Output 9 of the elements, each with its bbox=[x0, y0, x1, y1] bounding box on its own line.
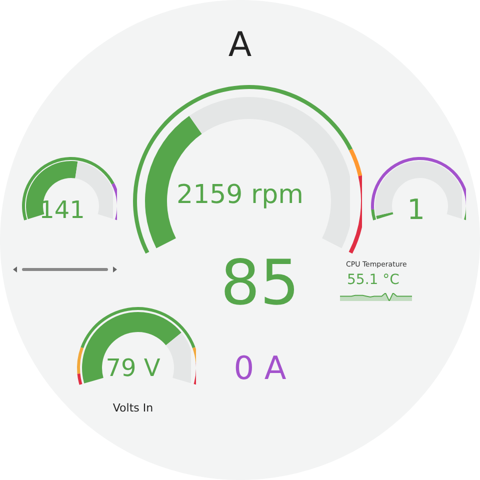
text: 85 bbox=[220, 246, 300, 319]
text: 2159 rpm bbox=[176, 180, 304, 210]
text: 0 A bbox=[234, 349, 286, 387]
text: 55.1 °C bbox=[347, 272, 400, 288]
text: Volts In bbox=[112, 402, 154, 414]
text: 141 bbox=[39, 196, 85, 224]
text: 79 V bbox=[106, 354, 160, 382]
text: 1 bbox=[407, 193, 425, 226]
chart-title: A bbox=[228, 25, 252, 65]
